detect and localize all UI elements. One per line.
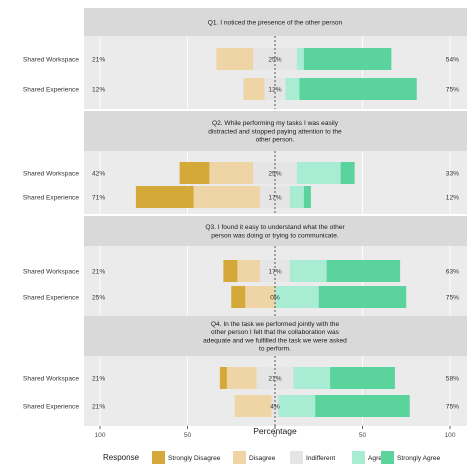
bar-disagree: [243, 78, 265, 100]
x-tick-label: 0: [273, 432, 277, 439]
bar-strongly-disagree: [231, 286, 246, 308]
bar-strongly-agree: [340, 162, 355, 184]
left-percent-label: 12%: [92, 86, 105, 93]
bar-strongly-agree: [330, 367, 395, 389]
category-label: Shared Experience: [23, 403, 79, 410]
left-percent-label: 71%: [92, 194, 105, 201]
panel-q1: Q1. I noticed the presence of the other …: [23, 8, 467, 109]
right-percent-label: 54%: [446, 56, 459, 63]
bar-indifferent: [253, 48, 297, 70]
panel-q3: Q3. I found it easy to understand what t…: [23, 216, 467, 316]
panel-strip: [84, 111, 467, 151]
bar-strongly-agree: [303, 186, 311, 208]
panel-title-line: Q1. I noticed the presence of the other …: [208, 19, 343, 26]
bar-disagree: [245, 286, 275, 308]
right-percent-label: 75%: [446, 294, 459, 301]
panel-strip: [84, 316, 467, 356]
panel-title-line: adequate and we fulfilled the task we we…: [203, 337, 347, 344]
bar-agree: [293, 367, 331, 389]
mid-percent-label: 4%: [270, 403, 280, 410]
right-percent-label: 63%: [446, 268, 459, 275]
bar-agree: [278, 395, 316, 417]
bar-agree: [275, 286, 319, 308]
legend-label: Indifferent: [306, 455, 335, 462]
right-percent-label: 75%: [446, 403, 459, 410]
bar-strongly-disagree: [135, 186, 194, 208]
category-label: Shared Experience: [23, 86, 79, 93]
right-percent-label: 58%: [446, 375, 459, 382]
mid-percent-label: 0%: [270, 294, 280, 301]
legend-label: Agree: [368, 455, 386, 462]
x-tick-label: 100: [94, 432, 105, 439]
panel-strip: [84, 216, 467, 246]
bar-agree: [296, 48, 304, 70]
bar-disagree: [234, 395, 272, 417]
panel-title-line: person was doing or trying to communicat…: [211, 232, 339, 239]
legend-key-agree: [352, 451, 365, 464]
bar-strongly-agree: [318, 286, 407, 308]
bar-strongly-disagree: [179, 162, 210, 184]
bar-strongly-disagree: [223, 260, 238, 282]
x-tick-label: 100: [444, 432, 455, 439]
legend-key-strongly-disagree: [152, 451, 165, 464]
legend-label: Strongly Disagree: [168, 455, 221, 462]
legend-title: Response: [103, 453, 140, 462]
bar-disagree: [237, 260, 261, 282]
bar-agree: [285, 78, 300, 100]
panel-strip: [84, 8, 467, 36]
bar-disagree: [209, 162, 254, 184]
bar-disagree: [226, 367, 257, 389]
legend-label: Disagree: [249, 455, 276, 462]
legend-label: Strongly Agree: [397, 455, 441, 462]
bar-agree: [296, 162, 341, 184]
category-label: Shared Workspace: [23, 170, 79, 177]
bar-agree: [289, 260, 327, 282]
right-percent-label: 33%: [446, 170, 459, 177]
panel-title-line: Q4. In the task we performed jointly wit…: [211, 321, 340, 328]
left-percent-label: 21%: [92, 56, 105, 63]
mid-percent-label: 25%: [268, 56, 281, 63]
category-label: Shared Workspace: [23, 268, 79, 275]
bar-strongly-disagree: [219, 367, 227, 389]
mid-percent-label: 25%: [268, 170, 281, 177]
panel-title-line: other person I felt that the collaborati…: [211, 329, 340, 336]
category-label: Shared Workspace: [23, 56, 79, 63]
right-percent-label: 12%: [446, 194, 459, 201]
panel-title-line: Q3. I found it easy to understand what t…: [205, 224, 345, 231]
panel-title-line: Q2. While performing my tasks I was easi…: [212, 120, 339, 127]
category-label: Shared Experience: [23, 294, 79, 301]
panel-q2: Q2. While performing my tasks I was easi…: [23, 111, 467, 214]
bar-strongly-agree: [303, 48, 392, 70]
bar-strongly-agree: [326, 260, 401, 282]
bar-strongly-agree: [299, 78, 417, 100]
panel-title-line: other person.: [256, 137, 295, 144]
left-percent-label: 21%: [92, 375, 105, 382]
legend-key-indifferent: [290, 451, 303, 464]
mid-percent-label: 17%: [268, 194, 281, 201]
left-percent-label: 42%: [92, 170, 105, 177]
bar-disagree: [193, 186, 261, 208]
bar-agree: [289, 186, 304, 208]
legend: Response Strongly Disagree Disagree Indiff…: [103, 451, 441, 464]
left-percent-label: 21%: [92, 403, 105, 410]
bar-disagree: [216, 48, 254, 70]
left-percent-label: 21%: [92, 268, 105, 275]
panel-title-line: distracted and stopped paying attention …: [208, 128, 342, 135]
x-axis-title: Percentage: [253, 426, 297, 436]
left-percent-label: 25%: [92, 294, 105, 301]
chart-panels: Q1. I noticed the presence of the other …: [23, 8, 467, 426]
x-tick-label: 50: [184, 432, 192, 439]
mid-percent-label: 21%: [268, 375, 281, 382]
x-axis: 100 50 0 50 100: [94, 426, 456, 439]
category-label: Shared Experience: [23, 194, 79, 201]
bar-strongly-agree: [315, 395, 410, 417]
legend-key-disagree: [233, 451, 246, 464]
right-percent-label: 75%: [446, 86, 459, 93]
panel-q4: Q4. In the task we performed jointly wit…: [23, 316, 467, 426]
category-label: Shared Workspace: [23, 375, 79, 382]
x-tick-label: 50: [359, 432, 367, 439]
legend-key-strongly-agree: [381, 451, 394, 464]
panel-title-line: to perform.: [259, 346, 291, 353]
